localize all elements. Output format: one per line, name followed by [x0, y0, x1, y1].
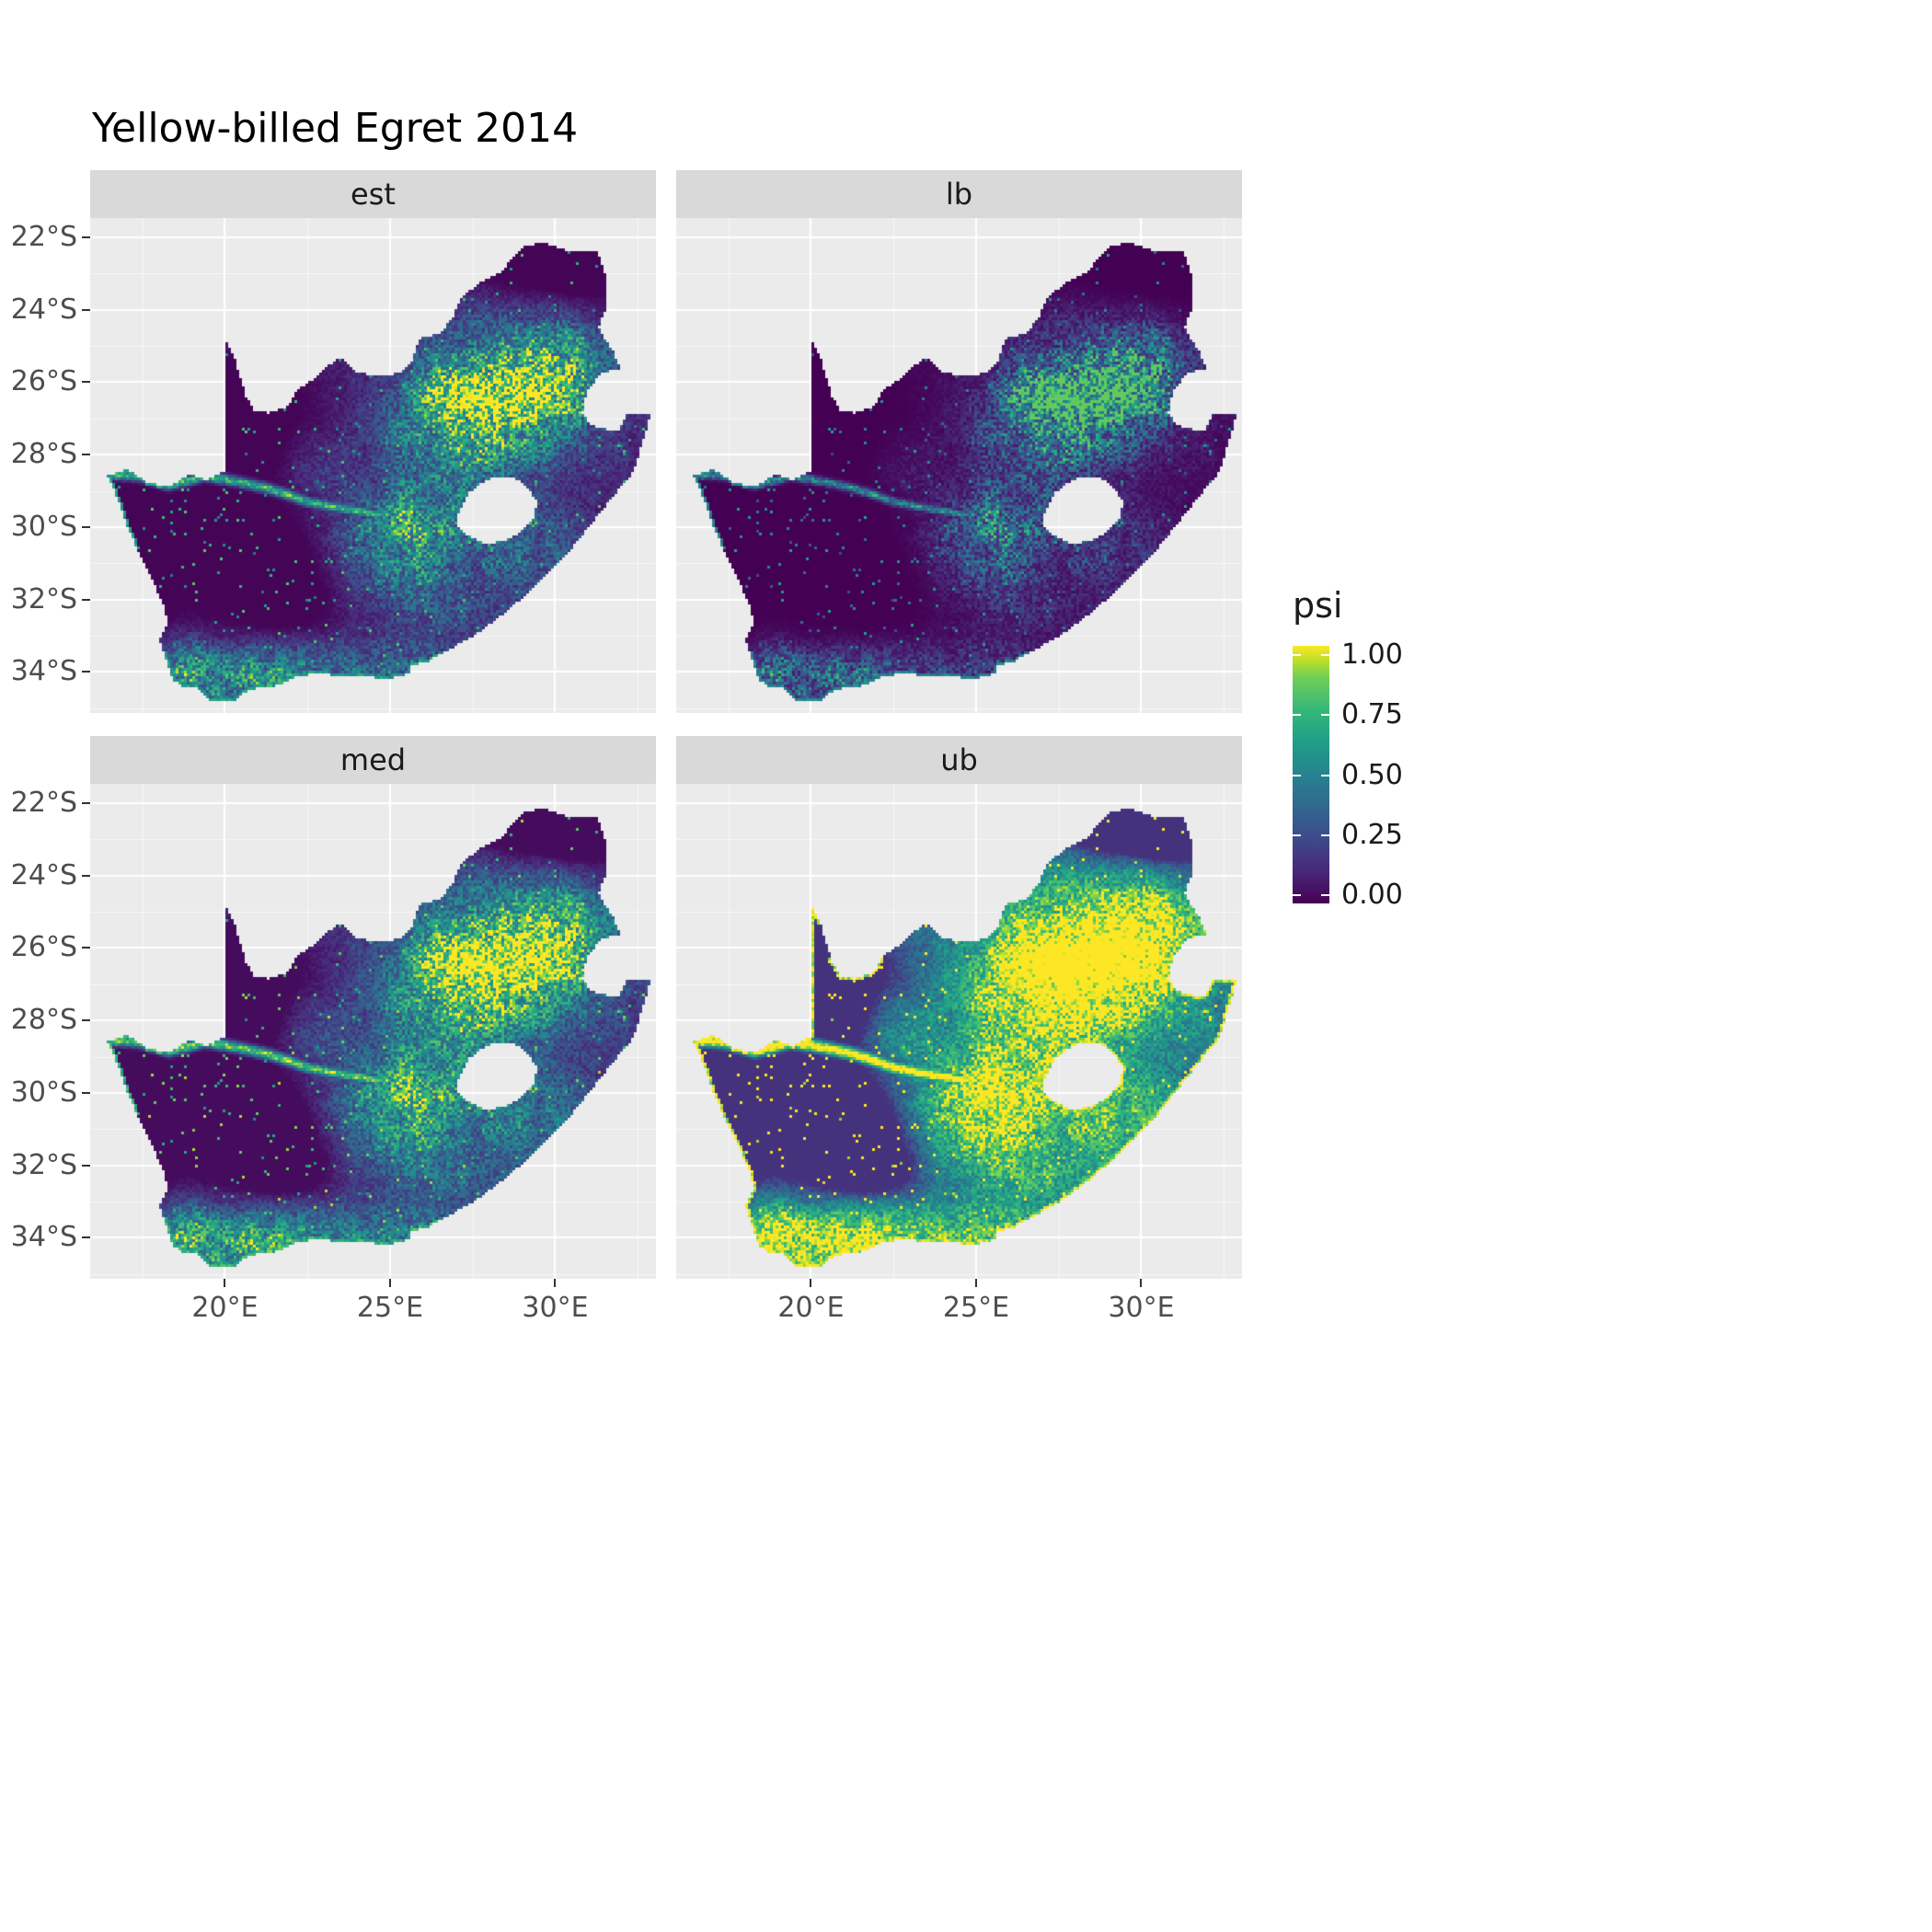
legend-colorbar-tick [1293, 834, 1301, 836]
facet-map-lb [676, 218, 1242, 713]
y-axis-tick [82, 801, 90, 804]
y-tick-label: 26°S [10, 931, 77, 964]
x-axis-tick [224, 1279, 226, 1287]
x-axis-tick [810, 1279, 812, 1287]
legend-colorbar-tick [1293, 654, 1301, 656]
legend-tick-label: 0.75 [1341, 698, 1403, 731]
y-axis-tick [82, 671, 90, 673]
legend-tick-label: 0.50 [1341, 758, 1403, 791]
y-axis-tick [82, 1091, 90, 1094]
x-tick-label: 25°E [942, 1292, 1010, 1324]
facet-map-med [90, 784, 656, 1279]
legend-tick-label: 0.00 [1341, 879, 1403, 911]
legend-colorbar-tick [1293, 894, 1301, 896]
legend-tick-label: 1.00 [1341, 638, 1403, 671]
y-tick-label: 30°S [10, 1075, 77, 1109]
y-axis-tick [82, 1236, 90, 1239]
y-axis-tick [82, 947, 90, 949]
y-axis-tick [82, 1164, 90, 1167]
facet-map-est [90, 218, 656, 713]
x-axis-tick [554, 1279, 557, 1287]
legend-colorbar-tick [1321, 834, 1329, 836]
y-tick-label: 28°S [10, 438, 77, 471]
x-tick-label: 20°E [777, 1292, 845, 1324]
legend-colorbar-tick [1321, 774, 1329, 776]
y-tick-label: 30°S [10, 510, 77, 543]
y-tick-label: 24°S [10, 858, 77, 891]
facet-map-ub [676, 784, 1242, 1279]
y-tick-label: 32°S [10, 582, 77, 615]
legend-colorbar-tick [1321, 714, 1329, 717]
y-tick-label: 22°S [10, 786, 77, 819]
y-axis-tick [82, 525, 90, 528]
y-tick-label: 24°S [10, 293, 77, 326]
legend-colorbar-tick [1321, 894, 1329, 896]
y-tick-label: 32°S [10, 1148, 77, 1181]
legend-title: psi [1293, 585, 1343, 626]
x-tick-label: 30°E [1108, 1292, 1175, 1324]
y-tick-label: 34°S [10, 1221, 77, 1254]
y-axis-tick [82, 236, 90, 238]
x-axis-tick [974, 1279, 977, 1287]
chart-title: Yellow-billed Egret 2014 [92, 105, 579, 152]
y-tick-label: 26°S [10, 365, 77, 398]
x-tick-label: 20°E [191, 1292, 259, 1324]
y-axis-tick [82, 454, 90, 456]
legend-tick-label: 0.25 [1341, 818, 1403, 851]
y-axis-tick [82, 1019, 90, 1022]
y-axis-tick [82, 381, 90, 384]
facet-strip-est: est [90, 170, 656, 218]
y-tick-label: 28°S [10, 1004, 77, 1037]
y-tick-label: 34°S [10, 655, 77, 688]
facet-strip-med: med [90, 736, 656, 784]
legend-colorbar-tick [1321, 654, 1329, 656]
legend-colorbar-tick [1293, 774, 1301, 776]
x-axis-tick [388, 1279, 391, 1287]
facet-strip-ub: ub [676, 736, 1242, 784]
x-tick-label: 25°E [356, 1292, 424, 1324]
y-axis-tick [82, 874, 90, 877]
x-tick-label: 30°E [522, 1292, 589, 1324]
y-tick-label: 22°S [10, 220, 77, 253]
y-axis-tick [82, 308, 90, 311]
y-axis-tick [82, 598, 90, 601]
legend-colorbar-tick [1293, 714, 1301, 717]
facet-strip-lb: lb [676, 170, 1242, 218]
x-axis-tick [1140, 1279, 1143, 1287]
